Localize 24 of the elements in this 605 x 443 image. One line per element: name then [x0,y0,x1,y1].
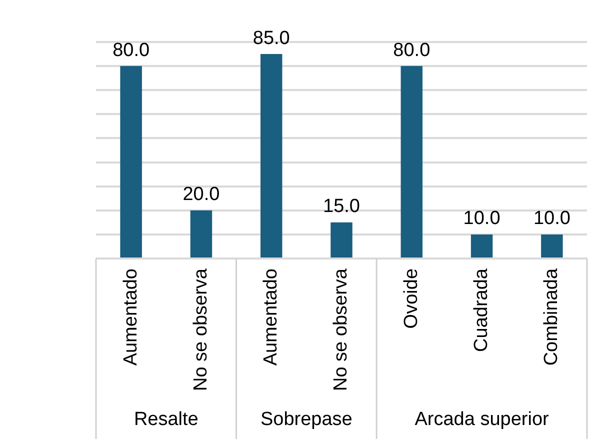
x-tick-label: Aumentado [120,268,142,366]
text: Resalte [134,409,198,430]
data-label: 80.0 [112,40,150,61]
x-tick-label: No se observa [330,268,352,392]
x-tick-label: Combinada [541,268,562,366]
bar [260,54,282,258]
data-label: 85.0 [252,28,290,49]
bar [120,66,142,258]
bar [400,66,423,258]
x-tick-label: Ovoide [400,268,422,329]
data-label: 80.0 [393,40,430,61]
data-label: 10.0 [533,208,570,230]
bar [330,222,352,258]
x-tick-label: Cuadrada [471,268,492,352]
data-label: 15.0 [323,196,360,218]
data-label: 20.0 [182,184,220,206]
bar [190,210,212,258]
data-label: 10.0 [463,208,500,230]
x-tick-label: Aumentado [260,268,282,366]
x-tick-label: No se observa [190,268,212,392]
bar [541,234,563,258]
text: Sobrepase [260,409,352,430]
bar [470,234,493,258]
text: Arcada superior [414,409,550,430]
